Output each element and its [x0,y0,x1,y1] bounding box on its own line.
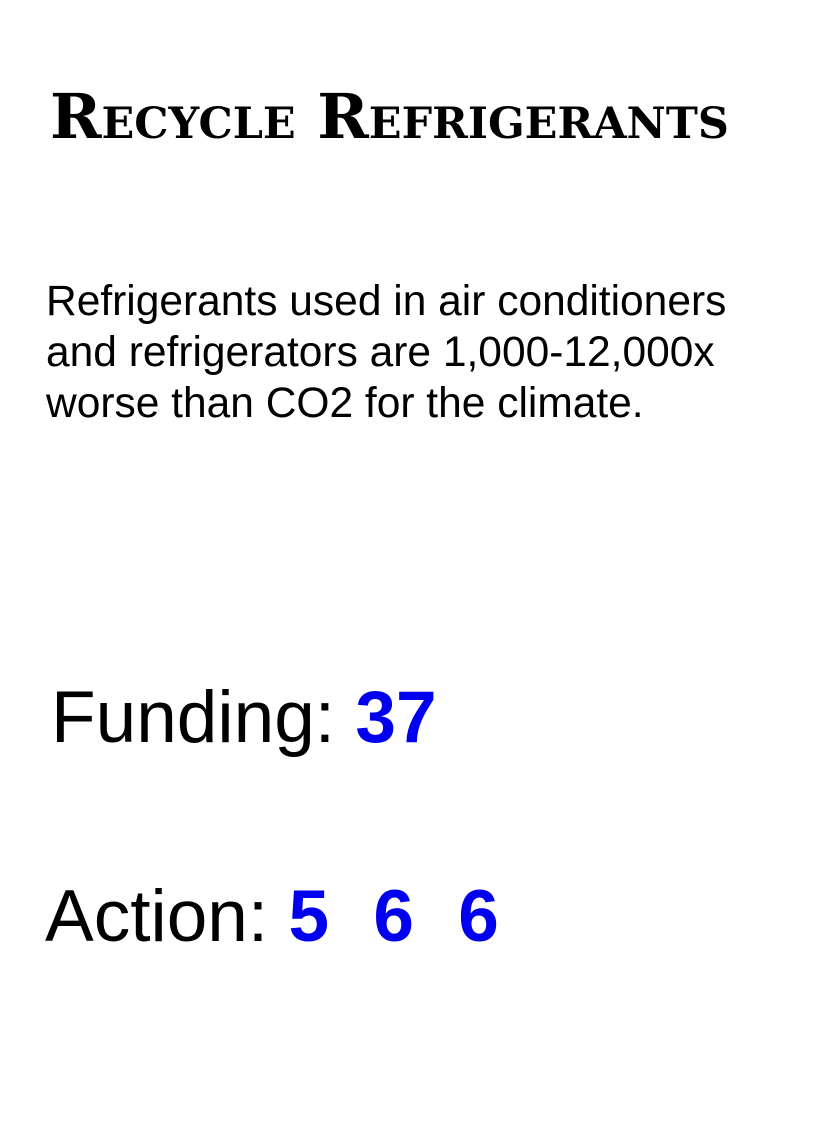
action-label: Action: [45,876,269,957]
card-title: Recycle Refrigerants [50,80,729,153]
funding-value: 37 [355,677,437,758]
action-value-1: 5 [288,876,330,957]
action-value-3: 6 [458,876,499,957]
action-stat: Action: 5 6 6 [45,877,499,957]
action-value-2: 6 [373,876,414,957]
funding-stat: Funding: 37 [51,678,437,758]
funding-label: Funding: [51,677,336,758]
card-description: Refrigerants used in air conditioners an… [46,278,727,427]
